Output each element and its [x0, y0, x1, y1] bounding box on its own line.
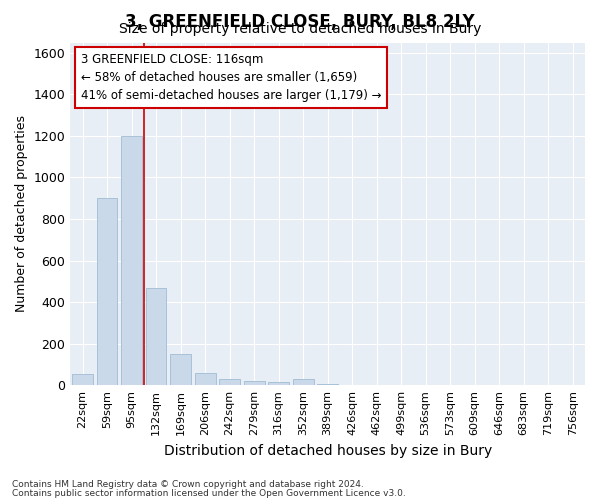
Bar — [219, 379, 240, 385]
Bar — [317, 384, 338, 385]
Bar — [268, 382, 289, 385]
Text: 3, GREENFIELD CLOSE, BURY, BL8 2LY: 3, GREENFIELD CLOSE, BURY, BL8 2LY — [125, 12, 475, 30]
Bar — [170, 354, 191, 385]
X-axis label: Distribution of detached houses by size in Bury: Distribution of detached houses by size … — [164, 444, 492, 458]
Bar — [146, 288, 166, 385]
Text: Contains public sector information licensed under the Open Government Licence v3: Contains public sector information licen… — [12, 488, 406, 498]
Bar — [97, 198, 118, 385]
Bar — [72, 374, 93, 385]
Text: 3 GREENFIELD CLOSE: 116sqm
← 58% of detached houses are smaller (1,659)
41% of s: 3 GREENFIELD CLOSE: 116sqm ← 58% of deta… — [80, 53, 381, 102]
Text: Contains HM Land Registry data © Crown copyright and database right 2024.: Contains HM Land Registry data © Crown c… — [12, 480, 364, 489]
Text: Size of property relative to detached houses in Bury: Size of property relative to detached ho… — [119, 22, 481, 36]
Bar — [121, 136, 142, 385]
Bar — [244, 381, 265, 385]
Y-axis label: Number of detached properties: Number of detached properties — [15, 116, 28, 312]
Bar — [194, 372, 215, 385]
Bar — [293, 379, 314, 385]
